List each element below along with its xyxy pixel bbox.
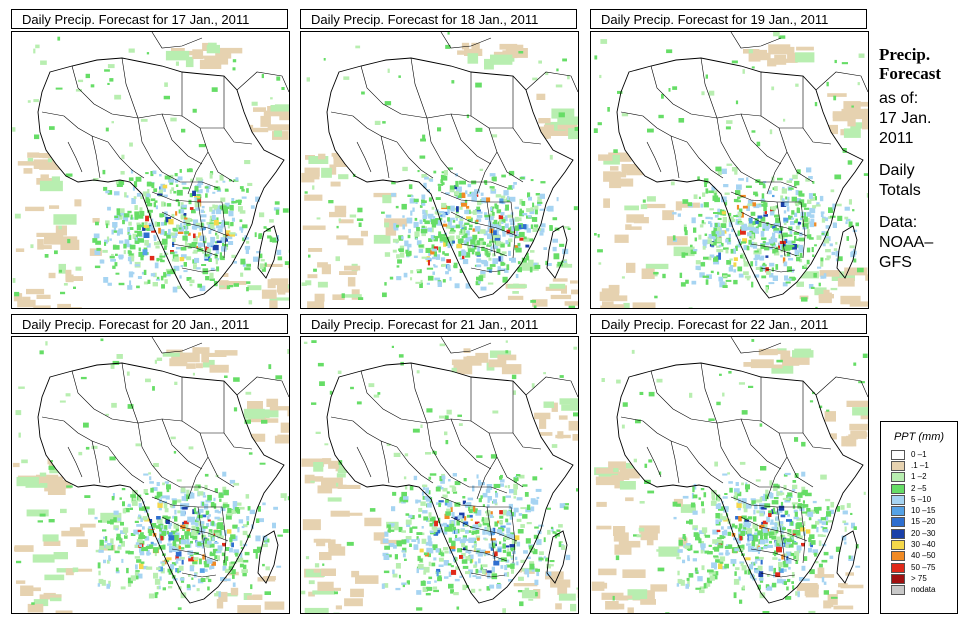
data-line1: Data:	[879, 214, 918, 231]
legend-item: > 75	[881, 573, 957, 584]
daily-line1: Daily	[879, 162, 915, 179]
legend-label: 2 –5	[911, 483, 927, 493]
legend-item: 1 –2	[881, 472, 957, 483]
forecast-panel-3: Daily Precip. Forecast for 19 Jan., 2011	[590, 9, 869, 309]
legend-swatch	[891, 562, 905, 573]
forecast-panel-1: Daily Precip. Forecast for 17 Jan., 2011	[11, 9, 290, 309]
legend-label: 15 –20	[911, 517, 936, 527]
panel-title: Daily Precip. Forecast for 19 Jan., 2011	[590, 9, 867, 29]
legend-label: 30 –40	[911, 540, 936, 550]
legend-label: 50 –75	[911, 562, 936, 572]
legend-swatch	[891, 585, 905, 596]
legend-label: 0 –1	[911, 449, 927, 459]
side-title-line2: Forecast	[879, 64, 941, 83]
legend-label: .1 –1	[911, 460, 929, 470]
asof-line2: 17 Jan.	[879, 110, 932, 127]
panel-title: Daily Precip. Forecast for 22 Jan., 2011	[590, 314, 867, 334]
legend-item: 0 –1	[881, 449, 957, 460]
panel-title: Daily Precip. Forecast for 21 Jan., 2011	[300, 314, 577, 334]
legend-item: 50 –75	[881, 562, 957, 573]
legend-item: 2 –5	[881, 483, 957, 494]
forecast-panel-2: Daily Precip. Forecast for 18 Jan., 2011	[300, 9, 579, 309]
legend-label: > 75	[911, 573, 927, 583]
legend-swatch	[891, 540, 905, 551]
legend-item: 5 –10	[881, 494, 957, 505]
africa-map	[591, 337, 868, 613]
legend-item: 20 –30	[881, 528, 957, 539]
precip-map	[300, 336, 579, 614]
precip-legend: PPT (mm) 0 –1 .1 –1 1 –2 2 –5 5 –10 10 –…	[880, 421, 958, 614]
data-line3: GFS	[879, 254, 912, 271]
asof-line1: as of:	[879, 90, 919, 107]
africa-map	[301, 32, 578, 308]
africa-map	[12, 337, 289, 613]
precip-map	[300, 31, 579, 309]
legend-swatch	[891, 483, 905, 494]
legend-swatch	[891, 517, 905, 528]
legend-label: 40 –50	[911, 551, 936, 561]
panel-title: Daily Precip. Forecast for 18 Jan., 2011	[300, 9, 577, 29]
legend-item: 30 –40	[881, 539, 957, 551]
legend-label: nodata	[911, 585, 936, 595]
legend-swatch	[891, 472, 905, 483]
side-info: Precip. Forecast as of: 17 Jan. 2011 Dai…	[879, 45, 965, 273]
legend-swatch	[891, 573, 905, 584]
side-title-line1: Precip.	[879, 45, 931, 64]
legend-swatch	[891, 494, 905, 505]
legend-item: 40 –50	[881, 551, 957, 562]
legend-item: 10 –15	[881, 505, 957, 517]
data-line2: NOAA–	[879, 234, 934, 251]
precip-map	[11, 31, 290, 309]
legend-title: PPT (mm)	[893, 431, 945, 443]
precip-map	[590, 31, 869, 309]
africa-map	[12, 32, 289, 308]
forecast-panel-6: Daily Precip. Forecast for 22 Jan., 2011	[590, 314, 869, 614]
legend-label: 1 –2	[911, 472, 927, 482]
africa-map	[591, 32, 868, 308]
precip-map	[590, 336, 869, 614]
asof-line3: 2011	[879, 130, 914, 147]
legend-swatch	[891, 449, 905, 460]
legend-item: .1 –1	[881, 460, 957, 471]
legend-item: nodata	[881, 585, 957, 596]
africa-map	[301, 337, 578, 613]
daily-line2: Totals	[879, 182, 921, 199]
forecast-panel-5: Daily Precip. Forecast for 21 Jan., 2011	[300, 314, 579, 614]
legend-label: 5 –10	[911, 494, 932, 504]
legend-label: 10 –15	[911, 506, 936, 516]
legend-swatch	[891, 506, 905, 517]
legend-label: 20 –30	[911, 528, 936, 538]
legend-swatch	[891, 528, 905, 539]
precip-map	[11, 336, 290, 614]
legend-swatch	[891, 551, 905, 562]
legend-item: 15 –20	[881, 517, 957, 528]
panel-title: Daily Precip. Forecast for 17 Jan., 2011	[11, 9, 288, 29]
legend-swatch	[891, 460, 905, 471]
forecast-panel-4: Daily Precip. Forecast for 20 Jan., 2011	[11, 314, 290, 614]
panel-title: Daily Precip. Forecast for 20 Jan., 2011	[11, 314, 288, 334]
